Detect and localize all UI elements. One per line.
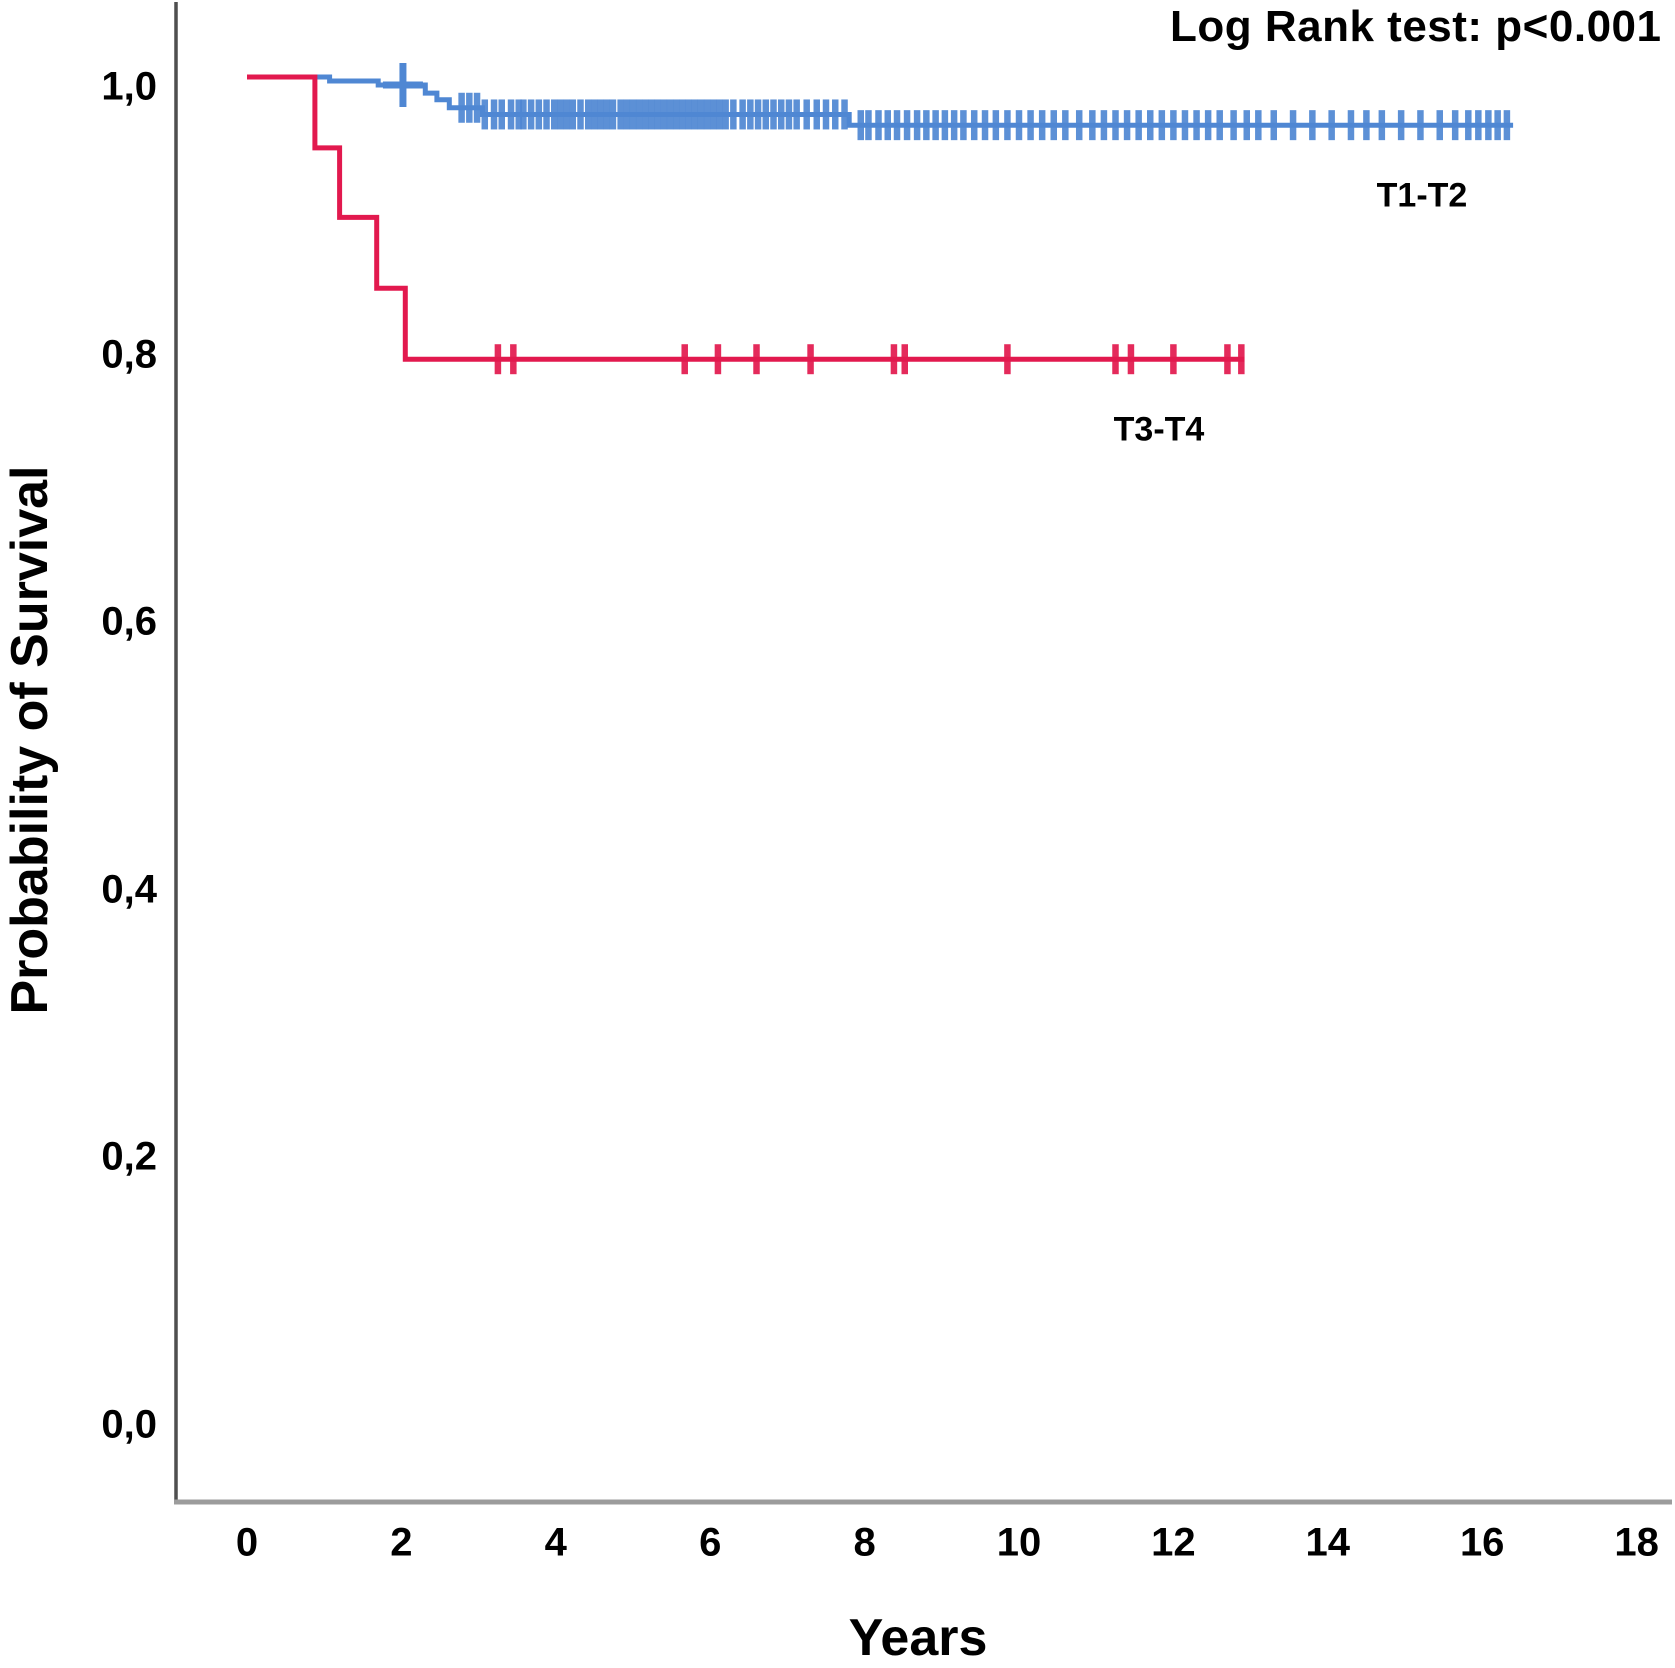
x-tick-label-2: 2 <box>390 1520 413 1565</box>
x-tick-label-4: 4 <box>544 1520 567 1565</box>
series-label-t1-t2: T1-T2 <box>1376 176 1468 215</box>
y-tick-label-0,8: 0,8 <box>101 332 157 376</box>
y-tick-label-1,0: 1,0 <box>101 64 157 109</box>
survival-curve-t3-t4 <box>247 74 1245 362</box>
x-tick-label-6: 6 <box>699 1520 722 1565</box>
survival-curve-t1-t2 <box>247 74 1514 128</box>
x-tick-label-12: 12 <box>1151 1520 1196 1565</box>
x-tick-label-10: 10 <box>996 1520 1042 1565</box>
x-tick-label-16: 16 <box>1459 1520 1505 1565</box>
y-tick-label-0,0: 0,0 <box>101 1402 157 1446</box>
x-axis-title: Years <box>848 1609 988 1667</box>
series-label-t3-t4: T3-T4 <box>1113 410 1205 449</box>
y-tick-label-0,2: 0,2 <box>101 1134 157 1179</box>
x-tick-label-8: 8 <box>853 1520 876 1565</box>
y-tick-label-0,4: 0,4 <box>101 867 157 911</box>
y-axis-title: Probability of Survival <box>1 465 59 1015</box>
x-tick-label-18: 18 <box>1614 1520 1659 1565</box>
x-tick-label-0: 0 <box>235 1520 259 1565</box>
log-rank-annotation: Log Rank test: p<0.001 <box>1170 2 1662 51</box>
x-tick-label-14: 14 <box>1305 1520 1351 1565</box>
y-tick-label-0,6: 0,6 <box>101 599 157 644</box>
